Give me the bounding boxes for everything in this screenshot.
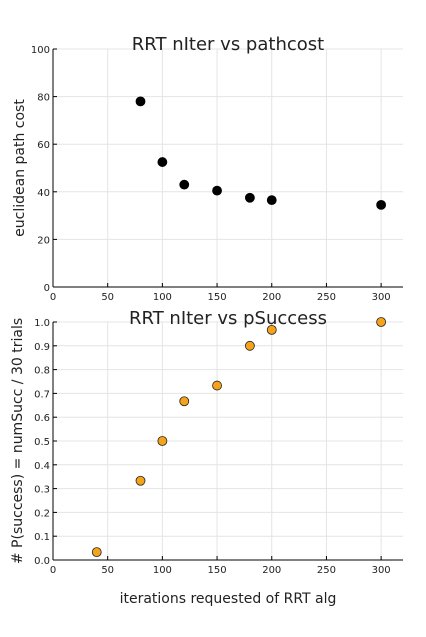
data-point [157,157,168,167]
y-tick-label: 0.8 [34,366,50,377]
chart-title: RRT nIter vs pSuccess [129,308,327,329]
data-point [266,324,277,335]
x-tick-label: 50 [101,292,114,303]
y-tick-label: 40 [37,188,50,199]
x-tick-label: 0 [50,292,56,303]
y-tick-label: 0.0 [34,556,50,567]
data-point [179,396,190,407]
x-tick-label: 50 [101,565,114,576]
x-tick-label: 300 [372,565,391,576]
y-tick-label: 0.7 [34,389,50,400]
y-tick-label: 0.3 [34,485,50,496]
y-tick-label: 0.2 [34,508,50,519]
data-point [376,199,387,210]
x-tick-label: 0 [50,565,56,576]
x-axis-label: iterations requested of RRT alg [120,591,337,607]
data-point [244,192,255,203]
x-tick-label: 250 [317,565,336,576]
data-point [157,436,168,446]
psuccess-chart: 0 50 100 150 200 250 300 0.0 0.1 0.2 0.3 0.4 0.5 0.6 0… [10,308,403,607]
data-point [135,96,146,107]
y-tick-label: 80 [37,93,50,104]
y-tick-label: 0.4 [34,461,50,472]
y-tick-label: 100 [31,45,50,56]
chart-title: RRT nIter vs pathcost [132,34,324,55]
x-tick-label: 100 [153,292,172,303]
y-tick-label: 0.9 [34,342,50,353]
x-tick-label: 300 [372,292,391,303]
data-point [266,195,277,206]
data-point [212,185,222,196]
y-tick-label: 0.1 [34,532,50,543]
y-axis-label: euclidean path cost [12,99,28,237]
y-tick-label: 0.5 [34,437,50,448]
x-tick-label: 200 [262,292,281,303]
x-tick-label: 200 [262,565,281,576]
x-tick-label: 100 [153,565,172,576]
y-axis-label: # P(success) = numSucc / 30 trials [10,318,26,564]
data-point [376,317,387,327]
x-tick-label: 150 [208,565,227,576]
x-tick-label: 150 [208,292,227,303]
data-point [212,380,222,391]
y-tick-label: 0.6 [34,413,50,424]
y-tick-label: 0 [44,283,50,294]
pathcost-chart: 0 50 100 150 200 250 300 0 20 40 60 80 100 RRT nIter … [12,34,403,303]
data-point [135,475,146,486]
data-point [244,340,255,351]
data-point [179,179,190,190]
x-tick-label: 250 [317,292,336,303]
data-point [91,547,102,558]
y-tick-label: 60 [37,140,50,151]
y-tick-label: 1.0 [34,318,50,329]
y-tick-label: 20 [37,235,50,246]
